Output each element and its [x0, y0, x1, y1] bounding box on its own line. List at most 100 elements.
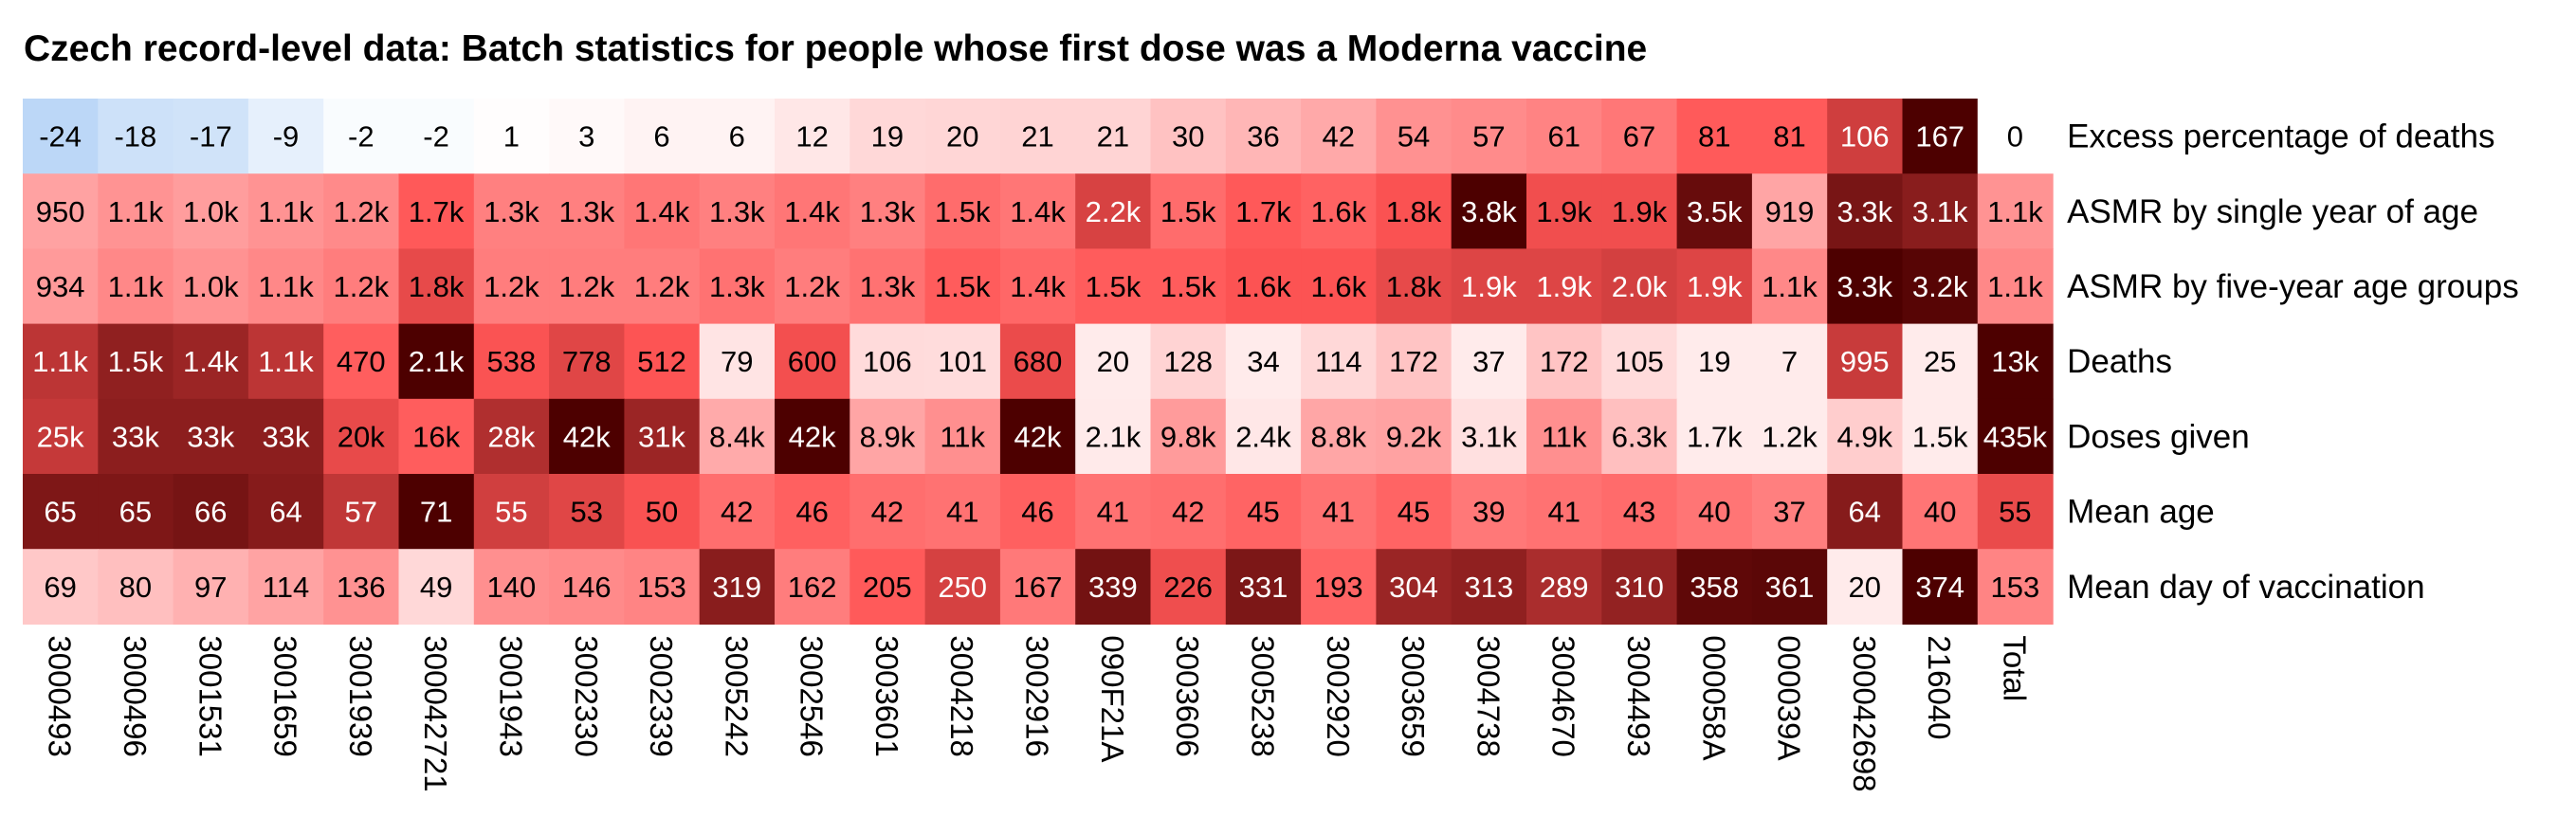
cell-value-label: 57 [345, 496, 377, 529]
cell-value-label: 81 [1773, 120, 1805, 154]
heatmap-cell [98, 323, 174, 400]
heatmap-cell [1225, 99, 1302, 174]
column-labels: 3000493 3000496 3001531 3001659 3001939 30004… [43, 635, 2033, 791]
heatmap-cell [98, 398, 174, 475]
cell-value-label: 105 [1615, 345, 1664, 378]
heatmap-cell [1601, 323, 1678, 400]
row-label: ASMR by five-year age groups [2067, 268, 2519, 305]
heatmap-cell [775, 99, 850, 174]
cell-value-label: 16k [412, 420, 460, 453]
heatmap-cell [1601, 474, 1678, 550]
heatmap-cell [1676, 173, 1753, 249]
cell-value-label: 2.2k [1086, 195, 1142, 228]
heatmap-cell [1751, 398, 1828, 475]
cell-value-label: 65 [44, 496, 76, 529]
heatmap-cell [1827, 398, 1904, 475]
cell-value-label: 1.1k [258, 195, 314, 228]
column-label: 216040 [1922, 635, 1957, 739]
cell-value-label: 172 [1540, 345, 1589, 378]
cell-value-label: 1.4k [634, 195, 690, 228]
cell-value-label: 41 [946, 496, 978, 529]
heatmap-cell [999, 323, 1076, 400]
heatmap-cell [323, 549, 400, 625]
cell-value-label: 1.0k [183, 195, 239, 228]
cell-value-label: 167 [1014, 571, 1063, 604]
heatmap-cell [1376, 323, 1452, 400]
heatmap-cell [850, 99, 926, 174]
cell-value-label: 919 [1765, 195, 1815, 228]
cell-value-label: 2.1k [1086, 420, 1142, 453]
column-label: 000039A [1772, 635, 1807, 760]
cell-value-label: 205 [863, 571, 912, 604]
heatmap-cell [1526, 323, 1602, 400]
cell-value-label: 8.9k [860, 420, 916, 453]
cell-value-label: 0 [2007, 120, 2023, 154]
heatmap-cell [1526, 99, 1602, 174]
cell-value-label: 331 [1239, 571, 1288, 604]
cell-value-label: 162 [788, 571, 837, 604]
heatmap-cell [247, 398, 324, 475]
heatmap-cell [1827, 173, 1904, 249]
cell-value-label: 21 [1097, 120, 1129, 154]
cell-value-label: 65 [119, 496, 152, 529]
cell-value-label: 37 [1773, 496, 1805, 529]
heatmap-cell [23, 549, 99, 625]
column-label: Total [1997, 635, 2032, 701]
heatmap-cell [473, 99, 550, 174]
cell-value-label: 250 [938, 571, 987, 604]
cell-value-label: 1.1k [1762, 270, 1818, 303]
cell-value-label: 1.1k [32, 345, 88, 378]
column-label: 3000493 [43, 635, 78, 756]
cell-value-label: 81 [1698, 120, 1730, 154]
cell-value-label: 310 [1615, 571, 1664, 604]
heatmap-cell [850, 173, 926, 249]
heatmap-cell [98, 99, 174, 174]
heatmap-cell [1676, 248, 1753, 325]
heatmap-cell [1676, 474, 1753, 550]
heatmap-cell [1902, 99, 1979, 174]
heatmap-cell [624, 398, 701, 475]
cell-value-label: 1.5k [1086, 270, 1142, 303]
cell-value-label: 167 [1915, 120, 1964, 154]
cell-value-label: 1.3k [558, 195, 614, 228]
cell-value-label: 3.2k [1912, 270, 1968, 303]
heatmap-cell [1376, 99, 1452, 174]
heatmap-cell [850, 549, 926, 625]
heatmap-cell [398, 549, 475, 625]
cell-value-label: 538 [487, 345, 537, 378]
cell-value-label: 1.5k [935, 195, 991, 228]
heatmap-cell [924, 549, 1001, 625]
cell-value-label: 11k [1542, 420, 1587, 453]
heatmap-cell [850, 323, 926, 400]
cell-value-label: 339 [1088, 571, 1138, 604]
heatmap-cell [1075, 248, 1152, 325]
cell-value-label: 1.3k [709, 270, 765, 303]
cell-value-label: 600 [788, 345, 837, 378]
cell-value-label: 1.5k [1160, 195, 1216, 228]
cell-value-label: 950 [36, 195, 85, 228]
heatmap-cell [699, 248, 776, 325]
heatmap-cell [1451, 99, 1527, 174]
cell-value-label: 31k [638, 420, 685, 453]
heatmap-cell [1526, 549, 1602, 625]
heatmap-cell [624, 173, 701, 249]
cell-value-label: 934 [36, 270, 85, 303]
heatmap-cell [398, 323, 475, 400]
cell-value-label: 28k [487, 420, 535, 453]
cell-value-label: 20 [1849, 571, 1881, 604]
heatmap-cell [1451, 248, 1527, 325]
cell-value-label: 114 [263, 571, 309, 604]
heatmap-cell [323, 323, 400, 400]
cell-value-label: 33k [112, 420, 159, 453]
column-label: 3005242 [719, 635, 754, 756]
cell-value-label: 1.5k [108, 345, 164, 378]
cell-value-label: 25 [1924, 345, 1956, 378]
cell-value-label: 46 [1021, 496, 1053, 529]
heatmap-cell [398, 173, 475, 249]
row-label: Deaths [2067, 343, 2172, 380]
cell-value-label: 8.4k [709, 420, 765, 453]
heatmap-cell [1451, 549, 1527, 625]
heatmap-cell [323, 248, 400, 325]
column-label: 3004738 [1471, 635, 1506, 756]
